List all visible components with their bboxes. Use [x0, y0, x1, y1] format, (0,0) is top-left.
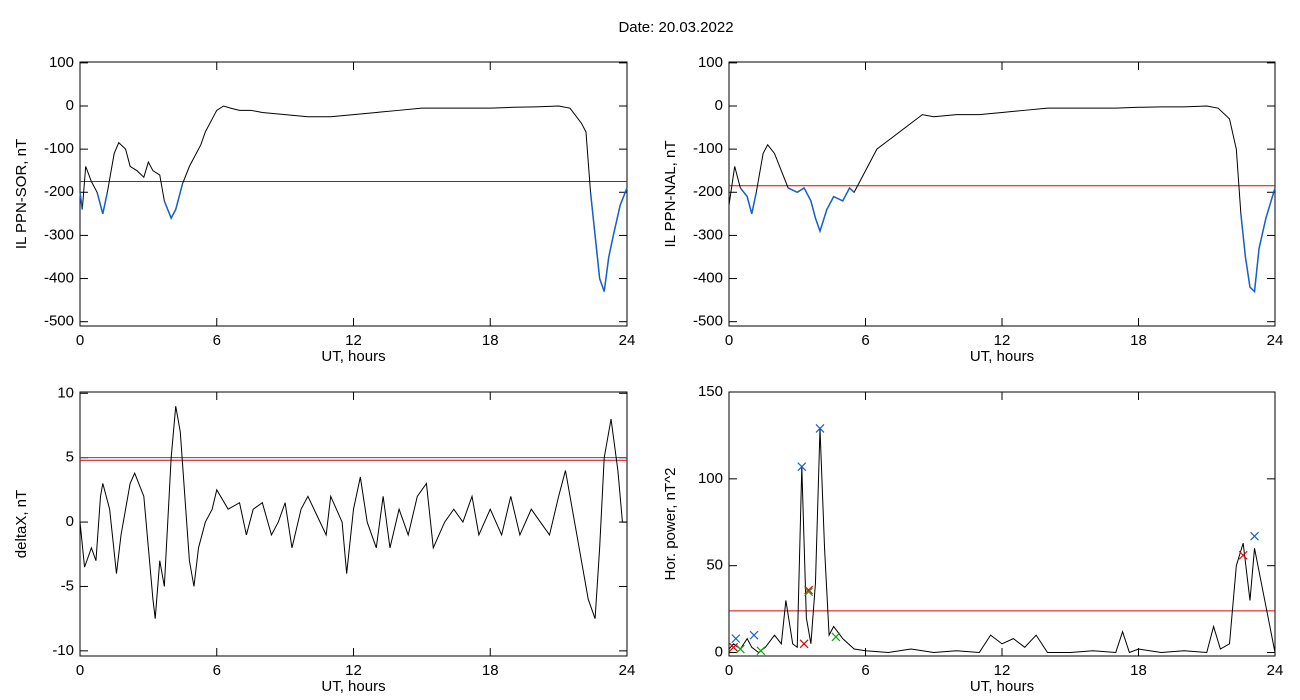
y-tick-label: -100 — [693, 140, 723, 157]
y-tick-label: 100 — [49, 54, 74, 71]
below-threshold-line — [787, 186, 855, 234]
data-line — [728, 428, 1276, 654]
x-tick-label: 12 — [345, 332, 362, 349]
cross-marker — [731, 634, 741, 644]
cross-marker — [815, 424, 825, 433]
x-tick-label: 18 — [482, 332, 499, 349]
x-tick-label: 6 — [213, 332, 221, 349]
x-tick-label: 24 — [1267, 662, 1284, 679]
x-tick-label: 0 — [725, 332, 733, 349]
x-tick-label: 0 — [76, 662, 84, 679]
plot-frame — [728, 61, 1276, 327]
y-tick-label: 100 — [698, 54, 723, 71]
x-tick-label: 12 — [345, 662, 362, 679]
y-tick-label: -100 — [44, 140, 74, 157]
y-tick-label: 150 — [698, 383, 723, 400]
y-tick-label: -500 — [44, 313, 74, 330]
y-axis-label: deltaX, nT — [13, 490, 30, 558]
cross-marker — [749, 630, 759, 640]
y-tick-label: 0 — [715, 643, 723, 660]
x-tick-label: 18 — [1130, 332, 1147, 349]
y-tick-label: 0 — [66, 513, 74, 530]
x-tick-label: 18 — [482, 662, 499, 679]
x-tick-label: 18 — [1130, 662, 1147, 679]
y-tick-label: 50 — [706, 557, 723, 574]
x-tick-label: 6 — [861, 662, 869, 679]
cross-marker — [804, 587, 814, 597]
data-line — [79, 105, 628, 292]
x-tick-label: 24 — [1267, 332, 1284, 349]
x-axis-label: UT, hours — [321, 348, 385, 365]
page-title: Date: 20.03.2022 — [618, 19, 733, 36]
data-line — [728, 105, 1276, 293]
x-axis-label: UT, hours — [321, 678, 385, 695]
x-tick-label: 6 — [861, 332, 869, 349]
x-tick-label: 6 — [213, 662, 221, 679]
y-tick-label: 0 — [715, 97, 723, 114]
cross-marker — [799, 639, 809, 649]
x-tick-label: 0 — [725, 662, 733, 679]
cross-marker — [804, 585, 814, 595]
below-threshold-line — [589, 187, 628, 292]
below-threshold-line — [1240, 187, 1276, 294]
cross-marker — [1238, 550, 1248, 560]
cross-marker — [831, 632, 841, 642]
below-threshold-line — [79, 192, 84, 210]
y-tick-label: -400 — [693, 270, 723, 287]
cross-marker — [756, 646, 766, 656]
y-tick-label: -300 — [44, 226, 74, 243]
y-tick-label: -5 — [61, 577, 74, 594]
x-tick-label: 24 — [619, 332, 636, 349]
y-tick-label: -200 — [44, 183, 74, 200]
below-threshold-line — [96, 192, 109, 215]
y-tick-label: -500 — [693, 313, 723, 330]
y-tick-label: -10 — [52, 642, 74, 659]
cross-marker — [797, 462, 807, 472]
plot-frame — [728, 391, 1276, 657]
cross-marker — [729, 642, 738, 652]
x-axis-label: UT, hours — [970, 348, 1034, 365]
y-tick-label: 0 — [66, 97, 74, 114]
below-threshold-line — [163, 183, 184, 220]
y-tick-label: 5 — [66, 449, 74, 466]
y-tick-label: -400 — [44, 270, 74, 287]
y-tick-label: 10 — [57, 384, 74, 401]
below-threshold-line — [739, 187, 758, 215]
y-axis-label: Hor. power, nT^2 — [662, 468, 679, 581]
cross-marker — [735, 644, 745, 654]
y-axis-label: IL PPN-SOR, nT — [13, 139, 30, 249]
y-tick-label: -300 — [693, 226, 723, 243]
y-axis-label: IL PPN-NAL, nT — [662, 141, 679, 248]
plot-frame — [79, 61, 628, 327]
x-tick-label: 12 — [994, 662, 1011, 679]
y-tick-label: 100 — [698, 470, 723, 487]
y-tick-label: -200 — [693, 183, 723, 200]
data-line — [79, 406, 627, 619]
x-tick-label: 24 — [619, 662, 636, 679]
x-tick-label: 0 — [76, 332, 84, 349]
plot-frame — [79, 391, 628, 657]
x-tick-label: 12 — [994, 332, 1011, 349]
x-axis-label: UT, hours — [970, 678, 1034, 695]
cross-marker — [1250, 531, 1259, 541]
